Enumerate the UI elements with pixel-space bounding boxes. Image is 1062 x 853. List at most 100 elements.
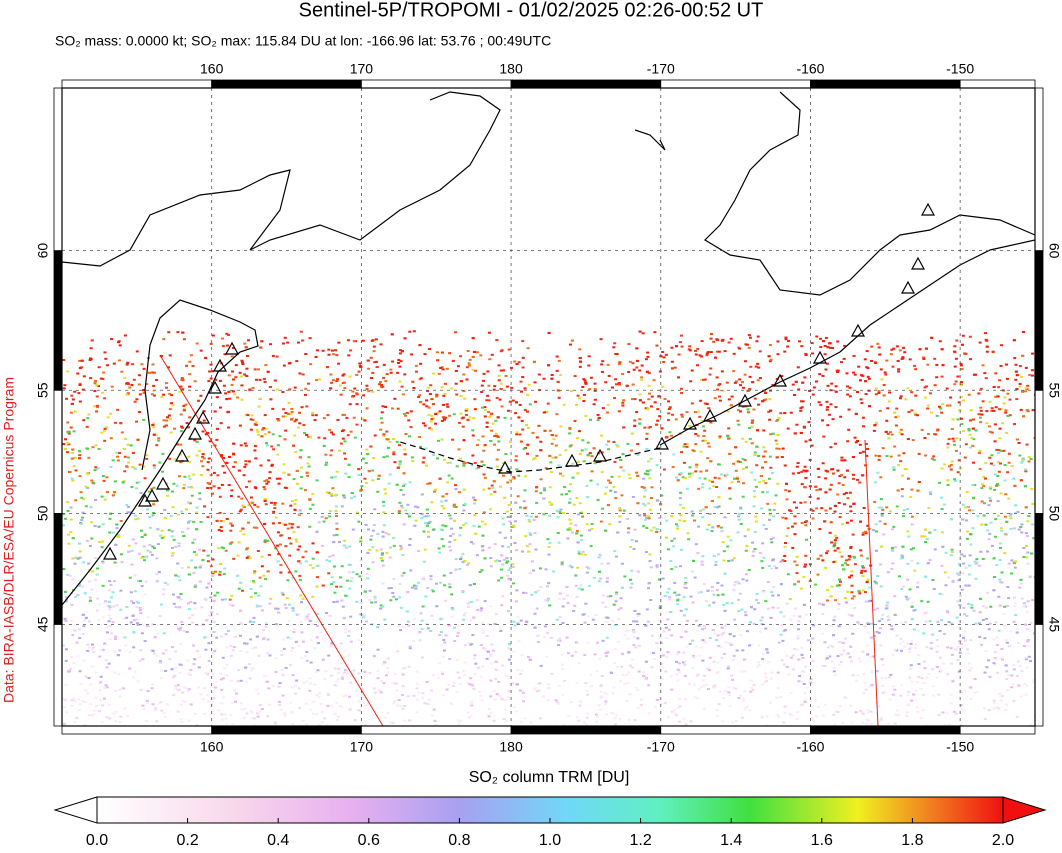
retrieval-pixel: [846, 563, 850, 566]
retrieval-pixel: [463, 397, 467, 400]
retrieval-pixel: [610, 386, 614, 389]
retrieval-pixel: [800, 470, 804, 473]
retrieval-pixel: [368, 671, 372, 674]
retrieval-pixel: [181, 699, 185, 702]
retrieval-pixel: [287, 571, 291, 574]
retrieval-pixel: [206, 468, 210, 471]
retrieval-pixel: [426, 587, 430, 590]
retrieval-pixel: [339, 442, 343, 445]
retrieval-pixel: [856, 478, 860, 481]
retrieval-pixel: [970, 436, 974, 439]
retrieval-pixel: [732, 462, 736, 465]
retrieval-pixel: [504, 452, 508, 455]
retrieval-pixel: [537, 682, 541, 685]
retrieval-pixel: [506, 574, 510, 577]
retrieval-pixel: [85, 425, 89, 428]
retrieval-pixel: [960, 642, 964, 645]
retrieval-pixel: [159, 701, 163, 704]
retrieval-pixel: [415, 670, 419, 673]
retrieval-pixel: [303, 431, 307, 434]
retrieval-pixel: [825, 400, 829, 403]
retrieval-pixel: [104, 684, 108, 687]
retrieval-pixel: [221, 345, 225, 348]
retrieval-pixel: [232, 453, 236, 456]
retrieval-pixel: [168, 457, 172, 460]
retrieval-pixel: [861, 450, 865, 453]
retrieval-pixel: [960, 423, 964, 426]
retrieval-pixel: [645, 469, 649, 472]
retrieval-pixel: [137, 383, 141, 386]
retrieval-pixel: [886, 615, 890, 618]
retrieval-pixel: [936, 620, 940, 623]
retrieval-pixel: [109, 617, 113, 620]
retrieval-pixel: [111, 531, 115, 534]
retrieval-pixel: [568, 445, 572, 448]
retrieval-pixel: [281, 638, 285, 641]
retrieval-pixel: [938, 592, 942, 595]
retrieval-pixel: [130, 600, 134, 603]
retrieval-pixel: [599, 708, 603, 711]
retrieval-pixel: [197, 666, 201, 669]
retrieval-pixel: [779, 696, 783, 699]
retrieval-pixel: [716, 661, 720, 664]
retrieval-pixel: [507, 610, 511, 613]
retrieval-pixel: [224, 392, 228, 395]
retrieval-pixel: [375, 360, 379, 363]
retrieval-pixel: [249, 710, 253, 713]
retrieval-pixel: [199, 564, 203, 567]
retrieval-pixel: [195, 624, 199, 627]
retrieval-pixel: [371, 371, 375, 374]
retrieval-pixel: [596, 413, 600, 416]
retrieval-pixel: [88, 545, 92, 548]
retrieval-pixel: [684, 722, 688, 725]
retrieval-pixel: [798, 615, 802, 618]
retrieval-pixel: [500, 568, 504, 571]
retrieval-pixel: [1003, 605, 1007, 608]
retrieval-pixel: [996, 514, 1000, 517]
retrieval-pixel: [152, 547, 156, 550]
retrieval-pixel: [63, 517, 67, 520]
retrieval-pixel: [515, 431, 519, 434]
retrieval-pixel: [741, 467, 745, 470]
retrieval-pixel: [670, 434, 674, 437]
retrieval-pixel: [662, 468, 666, 471]
retrieval-pixel: [344, 546, 348, 549]
retrieval-pixel: [710, 589, 714, 592]
retrieval-pixel: [85, 447, 89, 450]
retrieval-pixel: [635, 366, 639, 369]
retrieval-pixel: [863, 358, 867, 361]
retrieval-pixel: [432, 708, 436, 711]
retrieval-pixel: [63, 698, 67, 701]
retrieval-pixel: [939, 407, 943, 410]
retrieval-pixel: [458, 567, 462, 570]
retrieval-pixel: [741, 649, 745, 652]
retrieval-pixel: [506, 409, 510, 412]
retrieval-pixel: [613, 624, 617, 627]
retrieval-pixel: [185, 422, 189, 425]
retrieval-pixel: [255, 428, 259, 431]
retrieval-pixel: [502, 523, 506, 526]
retrieval-pixel: [441, 403, 445, 406]
retrieval-pixel: [479, 354, 483, 357]
retrieval-pixel: [213, 650, 217, 653]
retrieval-pixel: [412, 640, 416, 643]
retrieval-pixel: [198, 580, 202, 583]
retrieval-pixel: [829, 521, 833, 524]
retrieval-pixel: [409, 569, 413, 572]
retrieval-pixel: [761, 566, 765, 569]
retrieval-pixel: [693, 576, 697, 579]
retrieval-pixel: [449, 461, 453, 464]
retrieval-pixel: [667, 587, 671, 590]
retrieval-pixel: [978, 341, 982, 344]
retrieval-pixel: [623, 634, 627, 637]
retrieval-pixel: [1013, 566, 1017, 569]
retrieval-pixel: [610, 712, 614, 715]
retrieval-pixel: [491, 487, 495, 490]
retrieval-pixel: [245, 642, 249, 645]
retrieval-pixel: [815, 335, 819, 338]
retrieval-pixel: [953, 443, 957, 446]
retrieval-pixel: [840, 459, 844, 462]
retrieval-pixel: [588, 388, 592, 391]
retrieval-pixel: [839, 361, 843, 364]
retrieval-pixel: [107, 703, 111, 706]
